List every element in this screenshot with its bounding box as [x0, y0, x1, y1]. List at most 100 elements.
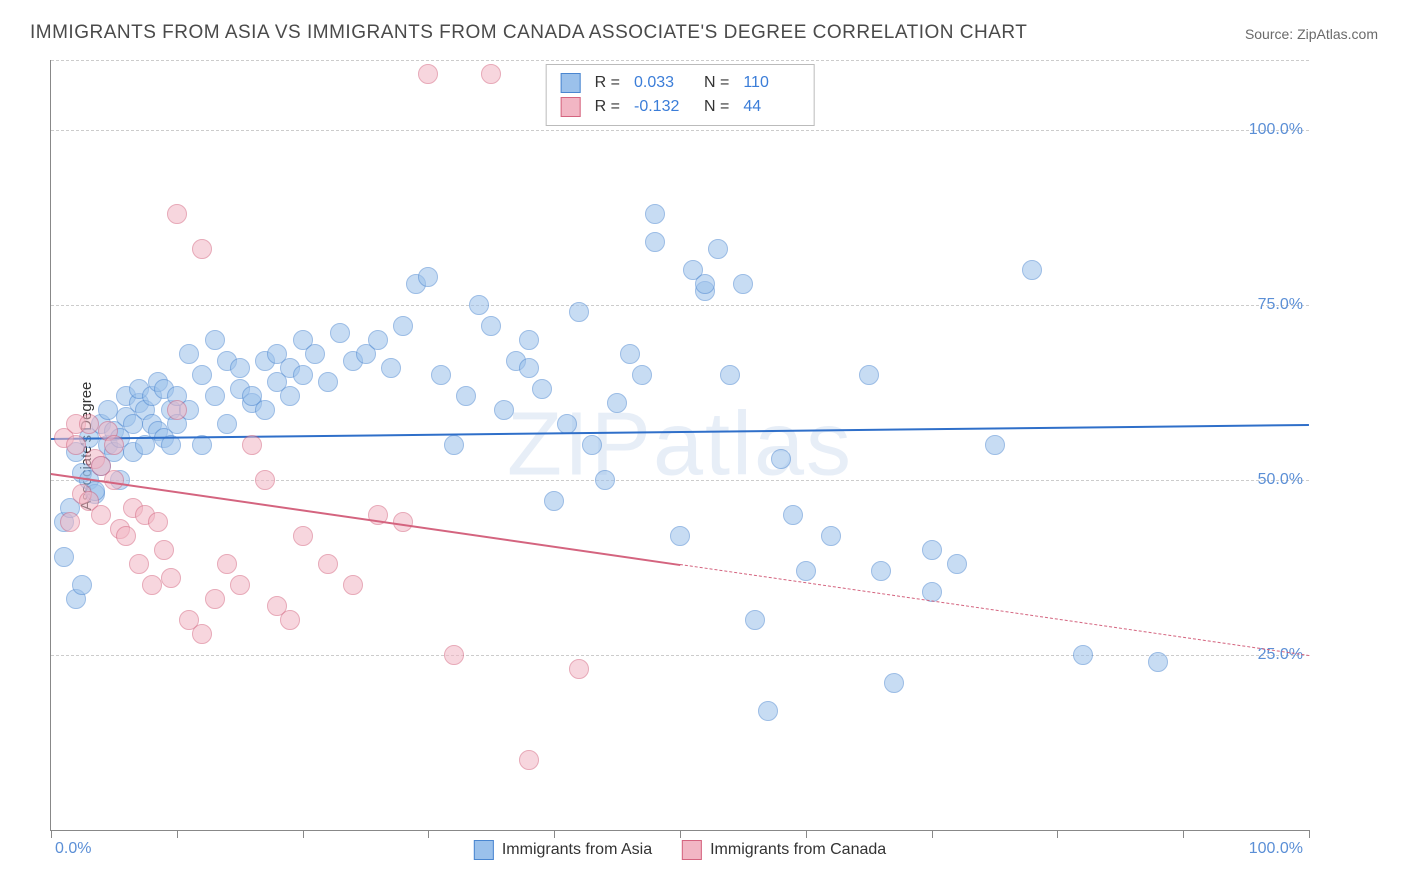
- data-point: [1022, 260, 1042, 280]
- data-point: [293, 526, 313, 546]
- legend-swatch: [561, 73, 581, 93]
- data-point: [532, 379, 552, 399]
- data-point: [167, 400, 187, 420]
- data-point: [230, 358, 250, 378]
- data-point: [745, 610, 765, 630]
- data-point: [318, 554, 338, 574]
- r-value: 0.033: [634, 74, 690, 92]
- x-tick: [806, 830, 807, 838]
- legend-stats-row: R = 0.033 N = 110: [561, 71, 800, 95]
- data-point: [494, 400, 514, 420]
- y-tick-label: 100.0%: [1249, 121, 1303, 139]
- data-point: [519, 750, 539, 770]
- data-point: [582, 435, 602, 455]
- r-label: R =: [595, 98, 620, 116]
- data-point: [72, 575, 92, 595]
- data-point: [161, 568, 181, 588]
- r-label: R =: [595, 74, 620, 92]
- data-point: [104, 435, 124, 455]
- data-point: [469, 295, 489, 315]
- data-point: [393, 316, 413, 336]
- r-value: -0.132: [634, 98, 690, 116]
- data-point: [66, 435, 86, 455]
- x-tick: [177, 830, 178, 838]
- n-label: N =: [704, 98, 729, 116]
- data-point: [708, 239, 728, 259]
- data-point: [783, 505, 803, 525]
- x-tick: [303, 830, 304, 838]
- data-point: [985, 435, 1005, 455]
- data-point: [871, 561, 891, 581]
- legend-item: Immigrants from Canada: [682, 840, 886, 860]
- data-point: [54, 547, 74, 567]
- data-point: [519, 330, 539, 350]
- data-point: [859, 365, 879, 385]
- n-value: 44: [743, 98, 799, 116]
- data-point: [569, 302, 589, 322]
- data-point: [796, 561, 816, 581]
- data-point: [343, 575, 363, 595]
- data-point: [720, 365, 740, 385]
- x-tick: [1183, 830, 1184, 838]
- data-point: [293, 365, 313, 385]
- data-point: [205, 330, 225, 350]
- data-point: [91, 505, 111, 525]
- data-point: [695, 274, 715, 294]
- data-point: [148, 512, 168, 532]
- data-point: [444, 435, 464, 455]
- data-point: [418, 64, 438, 84]
- gridline: [51, 130, 1309, 131]
- data-point: [116, 526, 136, 546]
- data-point: [771, 449, 791, 469]
- data-point: [318, 372, 338, 392]
- regression-line: [680, 564, 1309, 656]
- y-tick-label: 50.0%: [1258, 471, 1303, 489]
- data-point: [154, 540, 174, 560]
- data-point: [418, 267, 438, 287]
- data-point: [104, 470, 124, 490]
- watermark: ZIPatlas: [507, 394, 853, 497]
- data-point: [733, 274, 753, 294]
- x-tick-label: 100.0%: [1249, 840, 1303, 858]
- x-tick-label: 0.0%: [55, 840, 91, 858]
- data-point: [330, 323, 350, 343]
- n-label: N =: [704, 74, 729, 92]
- data-point: [620, 344, 640, 364]
- data-point: [280, 386, 300, 406]
- data-point: [205, 386, 225, 406]
- legend-swatch: [474, 840, 494, 860]
- data-point: [242, 435, 262, 455]
- data-point: [544, 491, 564, 511]
- gridline: [51, 305, 1309, 306]
- regression-line: [51, 424, 1309, 440]
- x-tick: [932, 830, 933, 838]
- n-value: 110: [743, 74, 799, 92]
- data-point: [79, 414, 99, 434]
- data-point: [167, 204, 187, 224]
- data-point: [217, 554, 237, 574]
- data-point: [305, 344, 325, 364]
- data-point: [821, 526, 841, 546]
- data-point: [670, 526, 690, 546]
- data-point: [884, 673, 904, 693]
- legend-item: Immigrants from Asia: [474, 840, 652, 860]
- data-point: [381, 358, 401, 378]
- gridline: [51, 60, 1309, 61]
- x-tick: [51, 830, 52, 838]
- data-point: [280, 610, 300, 630]
- data-point: [179, 344, 199, 364]
- x-tick: [1309, 830, 1310, 838]
- data-point: [192, 239, 212, 259]
- data-point: [60, 512, 80, 532]
- data-point: [557, 414, 577, 434]
- data-point: [205, 589, 225, 609]
- data-point: [255, 400, 275, 420]
- data-point: [431, 365, 451, 385]
- data-point: [481, 316, 501, 336]
- data-point: [192, 624, 212, 644]
- legend-label: Immigrants from Canada: [710, 841, 886, 859]
- data-point: [758, 701, 778, 721]
- data-point: [922, 540, 942, 560]
- data-point: [98, 400, 118, 420]
- gridline: [51, 655, 1309, 656]
